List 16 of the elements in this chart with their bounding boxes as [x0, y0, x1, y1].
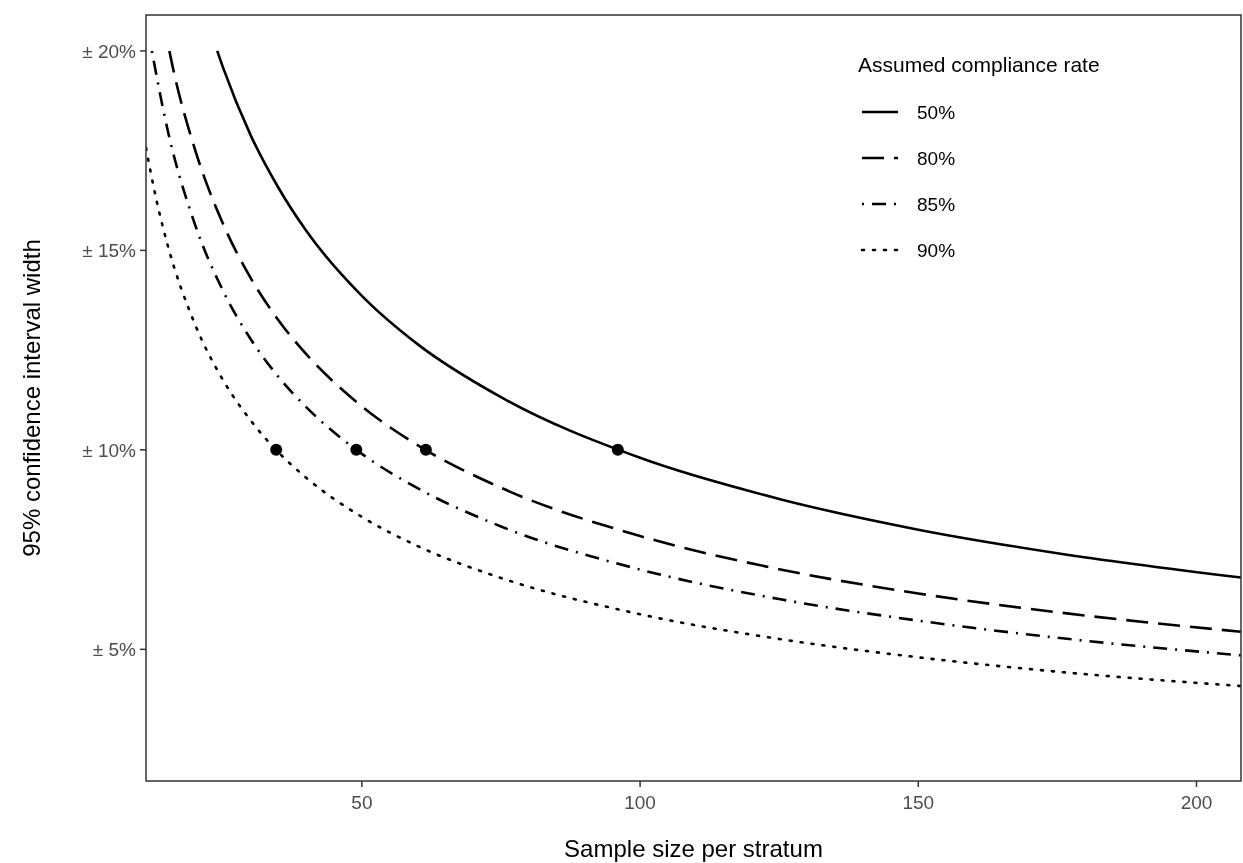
y-axis-title: 95% confidence interval width	[18, 239, 45, 557]
x-tick-label: 200	[1180, 792, 1213, 813]
legend-label: 85%	[917, 193, 956, 215]
y-tick-label: ± 15%	[82, 240, 137, 262]
legend-title: Assumed compliance rate	[858, 53, 1100, 76]
line-series	[146, 146, 1241, 688]
y-tick-label: ± 5%	[92, 638, 137, 660]
x-tick-label: 50	[351, 792, 373, 813]
y-tick-label: ± 20%	[82, 40, 137, 62]
x-axis-title: Sample size per stratum	[564, 835, 823, 862]
legend-label: 80%	[917, 147, 956, 169]
legend-label: 90%	[917, 239, 956, 261]
y-tick-label: ± 10%	[82, 439, 137, 461]
x-tick-label: 150	[902, 792, 935, 813]
x-tick-label: 100	[624, 792, 656, 813]
legend-label: 50%	[917, 101, 956, 123]
